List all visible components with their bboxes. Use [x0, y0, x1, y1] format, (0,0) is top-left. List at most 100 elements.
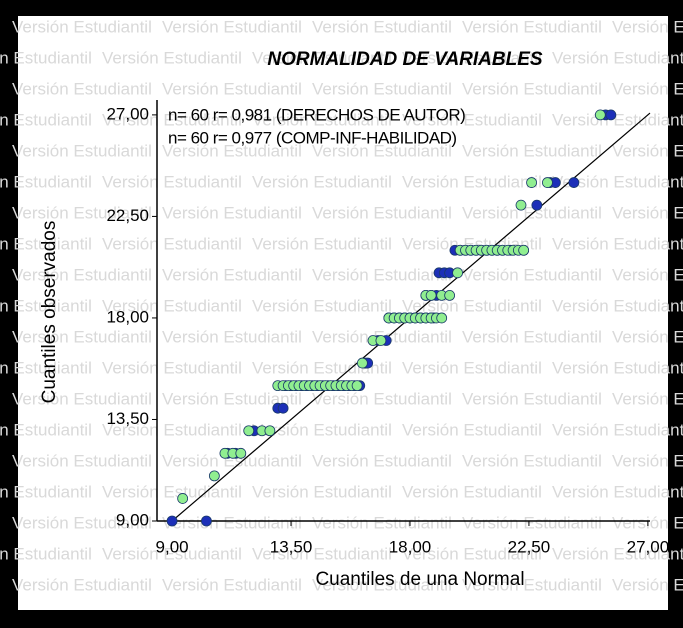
watermark: Versión Estudiantil — [312, 203, 452, 222]
point — [568, 177, 580, 188]
watermark: Versión Estudiantil — [12, 203, 152, 222]
point — [264, 425, 276, 437]
point — [177, 493, 189, 504]
chart-title: NORMALIDAD DE VARIABLES — [267, 49, 542, 70]
watermark: Versión Estudiantil — [612, 17, 683, 36]
watermark: Versión Estudiantil — [0, 234, 92, 253]
watermark: Versión Estudiantil — [402, 110, 542, 129]
watermark: Versión Estudiantil — [402, 544, 542, 563]
watermark: Versión Estudiantil — [312, 513, 452, 532]
watermark: Versión Estudiantil — [252, 234, 392, 253]
watermark: Versión Estudiantil — [252, 48, 392, 67]
watermark: Versión Estudiantil — [252, 420, 392, 439]
watermark: Versión Estudiantil — [0, 544, 92, 563]
watermark: Versión Estudiantil — [0, 172, 92, 191]
watermark: Versión Estudiantil — [462, 389, 602, 408]
watermark: Versión Estudiantil — [552, 544, 683, 563]
y-tick-label: 18,00 — [106, 307, 149, 326]
watermark: Versión Estudiantil — [102, 172, 242, 191]
watermark: Versión Estudiantil — [12, 327, 152, 346]
watermark: Versión Estudiantil — [0, 296, 92, 315]
watermark: Versión Estudiantil — [612, 451, 683, 470]
watermark: Versión Estudiantil — [402, 420, 542, 439]
watermark: Versión Estudiantil — [162, 265, 302, 284]
point — [351, 380, 363, 392]
watermark: Versión Estudiantil — [552, 172, 683, 191]
point — [208, 470, 220, 482]
watermark: Versión Estudiantil — [12, 389, 152, 408]
watermark: Versión Estudiantil — [252, 296, 392, 315]
watermark: Versión Estudiantil — [12, 17, 152, 36]
point — [425, 289, 437, 301]
watermark: Versión Estudiantil — [162, 17, 302, 36]
watermark: Versión Estudiantil — [612, 327, 683, 346]
watermark: Versión Estudiantil — [252, 172, 392, 191]
watermark: Versión Estudiantil — [462, 203, 602, 222]
watermark: Versión Estudiantil — [312, 265, 452, 284]
watermark: Versión Estudiantil — [462, 327, 602, 346]
watermark: Versión Estudiantil — [312, 17, 452, 36]
watermark: Versión Estudiantil — [12, 575, 152, 594]
y-tick-label: 9,00 — [116, 510, 149, 529]
point — [605, 109, 617, 121]
point — [542, 177, 553, 188]
watermark: Versión Estudiantil — [162, 389, 302, 408]
watermark: Versión Estudiantil — [312, 451, 452, 470]
watermark: Versión Estudiantil — [102, 234, 242, 253]
watermark: Versión Estudiantil — [0, 482, 92, 501]
point — [518, 244, 530, 256]
point — [201, 515, 212, 527]
watermark: Versión Estudiantil — [162, 203, 302, 222]
y-tick-label: 22,50 — [106, 206, 149, 225]
point — [166, 515, 178, 527]
watermark: Versión Estudiantil — [552, 358, 683, 377]
y-tick-label: 27,00 — [106, 104, 149, 123]
watermark: Versión Estudiantil — [102, 482, 242, 501]
watermark: Versión Estudiantil — [462, 265, 602, 284]
point — [436, 312, 448, 324]
x-tick-label: 27,00 — [627, 537, 670, 556]
watermark: Versión Estudiantil — [312, 79, 452, 98]
watermark: Versión Estudiantil — [0, 420, 92, 439]
point — [531, 199, 543, 211]
watermark: Versión Estudiantil — [462, 575, 602, 594]
watermark: Versión Estudiantil — [162, 575, 302, 594]
y-tick-label: 13,50 — [106, 409, 149, 428]
watermark: Versión Estudiantil — [402, 358, 542, 377]
panel — [18, 16, 668, 610]
watermark: Versión Estudiantil — [252, 544, 392, 563]
watermark: Versión Estudiantil — [102, 358, 242, 377]
watermark: Versión Estudiantil — [612, 389, 683, 408]
watermark: Versión Estudiantil — [102, 48, 242, 67]
watermark: Versión Estudiantil — [612, 79, 683, 98]
watermark: Versión Estudiantil — [162, 451, 302, 470]
watermark: Versión Estudiantil — [552, 482, 683, 501]
watermark: Versión Estudiantil — [552, 48, 683, 67]
watermark: Versión Estudiantil — [312, 141, 452, 160]
watermark: Versión Estudiantil — [102, 110, 242, 129]
x-tick-label: 18,00 — [389, 537, 432, 556]
watermark: Versión Estudiantil — [12, 513, 152, 532]
watermark: Versión Estudiantil — [252, 110, 392, 129]
watermark: Versión Estudiantil — [402, 482, 542, 501]
point — [526, 177, 537, 188]
watermark: Versión Estudiantil — [552, 234, 683, 253]
watermark: Versión Estudiantil — [612, 575, 683, 594]
watermark: Versión Estudiantil — [102, 296, 242, 315]
watermark: Versión Estudiantil — [552, 296, 683, 315]
watermark: Versión Estudiantil — [102, 420, 242, 439]
point — [235, 447, 247, 459]
watermark: Versión Estudiantil — [552, 110, 683, 129]
point — [356, 357, 368, 369]
watermark: Versión Estudiantil — [402, 172, 542, 191]
watermark: Versión Estudiantil — [612, 265, 683, 284]
point — [243, 425, 255, 437]
watermark: Versión Estudiantil — [102, 544, 242, 563]
watermark: Versión Estudiantil — [162, 141, 302, 160]
watermark: Versión Estudiantil — [312, 575, 452, 594]
point — [515, 199, 527, 211]
watermark: Versión Estudiantil — [0, 110, 92, 129]
point — [452, 267, 463, 279]
